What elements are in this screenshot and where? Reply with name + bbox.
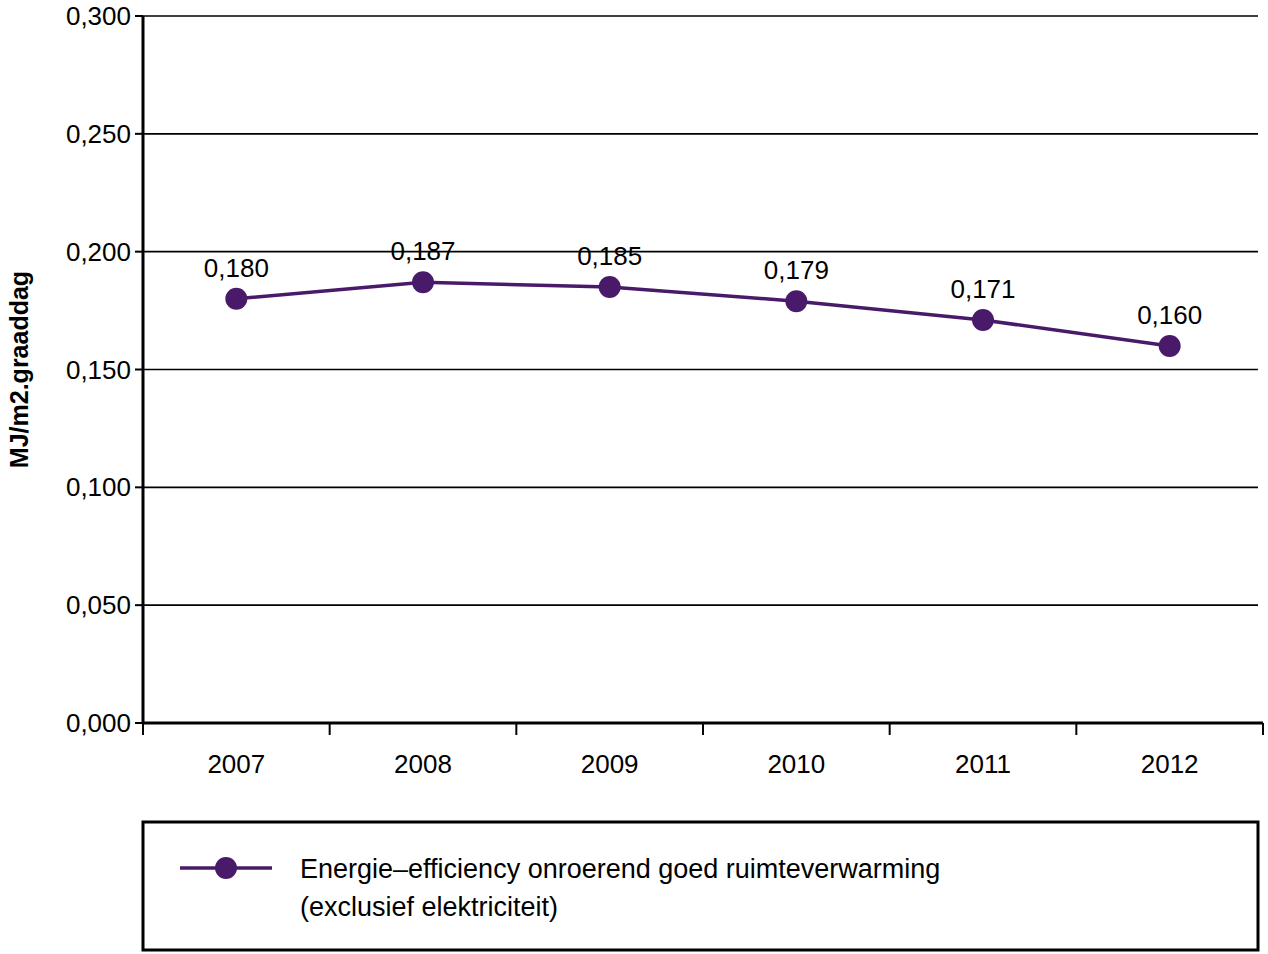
x-tick-label: 2008	[394, 749, 452, 779]
grid-line	[143, 251, 1258, 253]
grid-line	[143, 604, 1258, 606]
y-axis-label: MJ/m2.graaddag	[5, 271, 33, 468]
grid-line	[143, 369, 1258, 371]
data-label: 0,179	[764, 255, 829, 285]
y-tick-label: 0,150	[66, 355, 131, 385]
data-label: 0,187	[390, 236, 455, 266]
y-axis	[142, 16, 145, 723]
y-tick-label: 0,100	[66, 472, 131, 502]
x-tick	[1262, 723, 1264, 735]
legend-label-line: (exclusief elektriciteit)	[300, 892, 558, 922]
x-tick	[702, 723, 704, 735]
x-tick	[142, 723, 144, 735]
grid-line	[143, 487, 1258, 489]
data-label: 0,185	[577, 241, 642, 271]
point	[225, 288, 247, 310]
y-tick-label: 0,200	[66, 237, 131, 267]
grid-line	[143, 133, 1258, 135]
point	[412, 271, 434, 293]
x-tick-label: 2011	[955, 749, 1011, 779]
x-tick-label: 2009	[581, 749, 639, 779]
x-tick-label: 2007	[207, 749, 265, 779]
point	[599, 276, 621, 298]
x-tick	[1075, 723, 1077, 735]
y-tick-label: 0,300	[66, 1, 131, 31]
grid-line	[143, 15, 1258, 17]
legend-box	[143, 822, 1258, 950]
y-tick-label: 0,050	[66, 590, 131, 620]
data-label: 0,171	[950, 274, 1015, 304]
data-label: 0,160	[1137, 300, 1202, 330]
legend-marker	[215, 857, 237, 879]
x-tick-label: 2010	[767, 749, 825, 779]
point	[972, 309, 994, 331]
x-tick	[889, 723, 891, 735]
x-tick	[515, 723, 517, 735]
x-tick	[329, 723, 331, 735]
y-tick-label: 0,000	[66, 708, 131, 738]
series-line	[236, 282, 1169, 346]
plot-marks	[225, 271, 1180, 357]
legend-label: Energie–efficiency onroerend goed ruimte…	[300, 854, 940, 922]
x-tick-label: 2012	[1141, 749, 1199, 779]
point	[1159, 335, 1181, 357]
legend-label-line: Energie–efficiency onroerend goed ruimte…	[300, 854, 940, 884]
data-label: 0,180	[204, 253, 269, 283]
point	[785, 290, 807, 312]
chart: 0,000 0,050 0,100 0,150 0,200 0,250 0,300 2007 2…	[0, 0, 1268, 954]
y-tick-label: 0,250	[66, 119, 131, 149]
